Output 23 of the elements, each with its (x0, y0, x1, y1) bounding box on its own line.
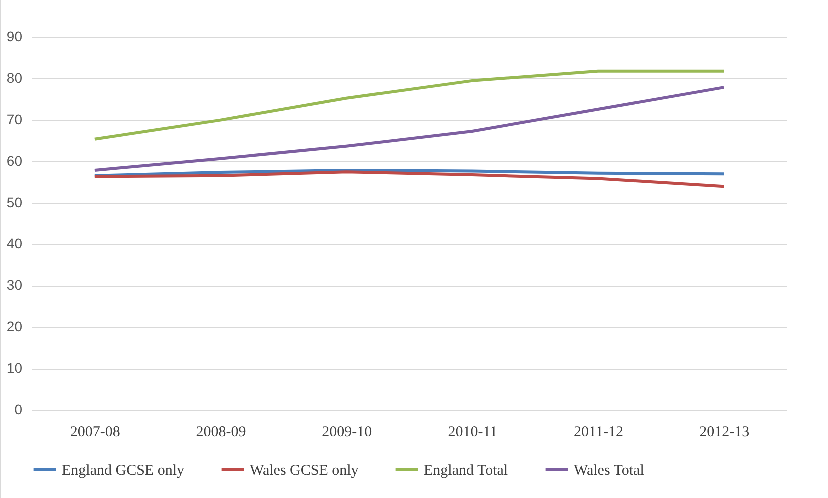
legend-label: Wales Total (574, 463, 644, 479)
y-tick-label: 40 (6, 236, 23, 252)
y-tick-label: 90 (6, 28, 23, 44)
line-series (93, 70, 726, 141)
y-tick-label: 30 (6, 277, 23, 294)
x-tick-label: 2007-08 (70, 424, 120, 440)
line-series (93, 170, 726, 188)
x-tick-label: 2008-09 (196, 424, 246, 440)
legend-label: Wales GCSE only (250, 463, 360, 479)
y-tick-label: 10 (6, 360, 23, 376)
x-tick-label: 2012-13 (700, 424, 750, 440)
x-tick-label: 2009-10 (322, 424, 372, 440)
y-tick-label: 0 (14, 402, 23, 418)
legend-label: England GCSE only (62, 463, 185, 479)
legend-label: England Total (424, 463, 508, 479)
y-tick-label: 60 (6, 152, 23, 169)
y-tick-label: 70 (6, 111, 23, 128)
line-series (93, 86, 726, 172)
x-tick-label: 2010-11 (448, 424, 498, 440)
y-tick-label: 50 (6, 194, 23, 210)
x-tick-label: 2011-12 (574, 424, 624, 440)
y-tick-label: 80 (6, 70, 23, 86)
y-tick-label: 20 (6, 318, 23, 335)
